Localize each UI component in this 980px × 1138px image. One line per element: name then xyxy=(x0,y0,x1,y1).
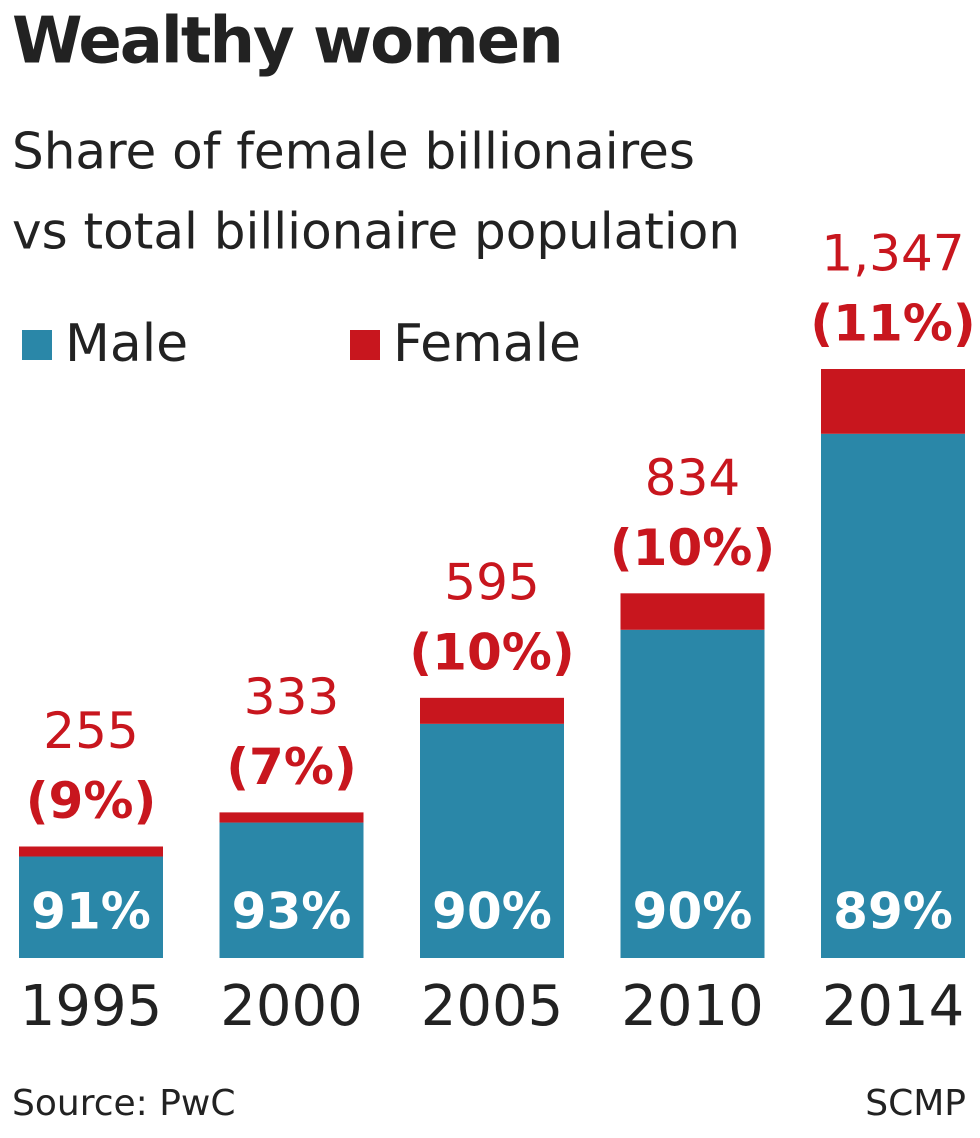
female-segment xyxy=(420,697,564,724)
male-segment xyxy=(620,629,765,958)
male-share-label: 90% xyxy=(633,883,753,941)
female-segment xyxy=(19,846,163,857)
legend-label: Male xyxy=(65,314,188,374)
male-segment xyxy=(219,822,364,958)
male-segment xyxy=(821,433,965,958)
credit: SCMP xyxy=(865,1083,966,1124)
chart-title: Wealthy women xyxy=(12,5,562,79)
total-label: 333 xyxy=(244,668,339,726)
male-share-label: 91% xyxy=(31,883,151,941)
x-tick-label: 2000 xyxy=(220,974,363,1039)
female-segment xyxy=(219,812,364,823)
male-share-label: 90% xyxy=(432,883,552,941)
total-label: 255 xyxy=(43,702,138,760)
female-segment xyxy=(620,593,765,630)
source: Source: PwC xyxy=(12,1083,236,1124)
chart-subtitle: Share of female billionaires xyxy=(12,123,695,181)
legend-swatch xyxy=(350,330,380,360)
total-label: 1,347 xyxy=(821,225,964,283)
male-segment xyxy=(420,723,564,958)
male-segment xyxy=(19,856,163,958)
female-share-label: (10%) xyxy=(610,519,775,577)
female-share-label: (10%) xyxy=(409,623,574,681)
x-tick-label: 2005 xyxy=(421,974,564,1039)
female-share-label: (9%) xyxy=(26,772,157,830)
chart-subtitle: vs total billionaire population xyxy=(12,203,740,261)
total-label: 834 xyxy=(645,449,740,507)
legend-swatch xyxy=(22,330,52,360)
x-tick-label: 2010 xyxy=(621,974,764,1039)
male-share-label: 93% xyxy=(232,883,352,941)
legend-label: Female xyxy=(393,314,581,374)
female-share-label: (7%) xyxy=(226,738,357,796)
x-tick-label: 1995 xyxy=(20,974,163,1039)
total-label: 595 xyxy=(444,553,539,611)
female-share-label: (11%) xyxy=(810,295,975,353)
x-tick-label: 2014 xyxy=(822,974,965,1039)
female-segment xyxy=(821,369,965,434)
male-share-label: 89% xyxy=(833,883,953,941)
